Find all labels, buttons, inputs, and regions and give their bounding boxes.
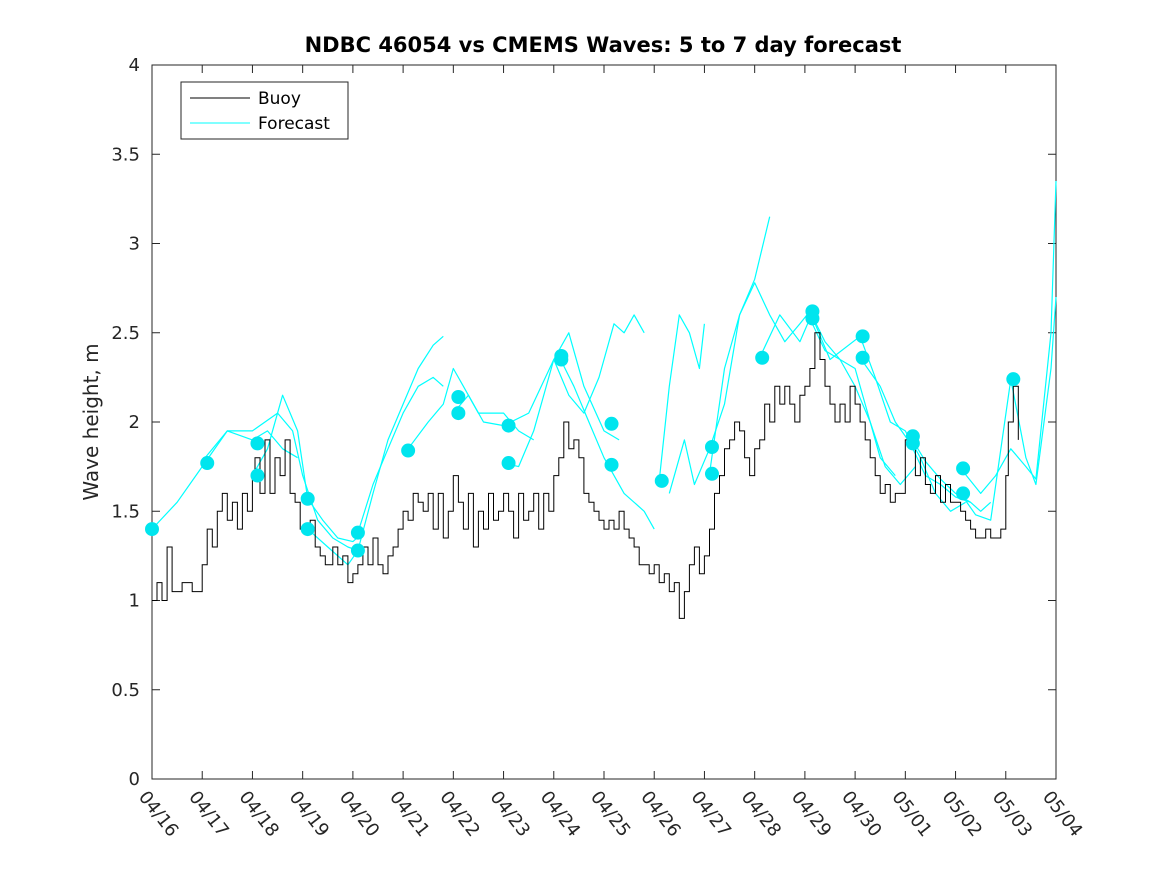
x-tick-label: 04/21 <box>385 787 433 841</box>
legend: Buoy Forecast <box>180 81 349 140</box>
forecast-marker <box>145 522 159 537</box>
y-tick-label: 3.5 <box>111 144 140 165</box>
x-tick-label: 04/16 <box>134 787 182 841</box>
forecast-line <box>452 332 620 441</box>
forecast-marker <box>704 439 719 454</box>
forecast-line <box>708 282 896 476</box>
x-tick-label: 04/22 <box>435 787 483 841</box>
forecast-marker <box>250 436 265 451</box>
forecast-marker <box>501 418 516 433</box>
x-tick-label: 05/03 <box>988 787 1036 841</box>
chart-title: NDBC 46054 vs CMEMS Waves: 5 to 7 day fo… <box>305 33 902 57</box>
forecast-marker <box>905 436 920 451</box>
x-tick-label: 05/01 <box>887 787 935 841</box>
forecast-line <box>201 412 359 552</box>
x-tick-label: 04/18 <box>235 787 283 841</box>
forecast-line <box>859 357 971 503</box>
forecast-marker <box>604 416 619 431</box>
forecast-marker <box>554 352 569 367</box>
forecast-markers <box>145 304 1021 558</box>
forecast-line <box>151 430 298 530</box>
forecast-series <box>151 180 1057 566</box>
y-tick-label: 0 <box>129 769 140 790</box>
x-tick-label: 04/25 <box>586 787 634 841</box>
x-tick-label: 04/27 <box>687 787 735 841</box>
forecast-line <box>668 216 771 494</box>
x-tick-label: 04/24 <box>536 787 584 841</box>
forecast-marker <box>704 466 719 481</box>
x-tick-label: 05/04 <box>1038 787 1086 841</box>
x-tick-label: 04/20 <box>335 787 383 841</box>
x-tick-label: 04/29 <box>787 787 835 841</box>
forecast-marker <box>451 406 466 421</box>
forecast-marker <box>855 329 870 344</box>
x-tick-label: 04/28 <box>737 787 785 841</box>
forecast-line <box>503 314 645 468</box>
y-tick-label: 1.5 <box>111 501 140 522</box>
forecast-line <box>759 314 916 486</box>
forecast-line <box>357 376 444 533</box>
x-tick-label: 04/17 <box>184 787 232 841</box>
forecast-marker <box>956 461 971 476</box>
y-axis: 0 0.5 1 1.5 2 2.5 3 3.5 4 <box>111 55 1056 790</box>
x-tick-label: 04/30 <box>837 787 885 841</box>
forecast-marker <box>300 522 315 537</box>
forecast-marker <box>755 350 770 365</box>
x-tick-label: 04/26 <box>636 787 684 841</box>
x-tick-label: 05/02 <box>938 787 986 841</box>
forecast-marker <box>451 390 466 405</box>
forecast-marker <box>1006 372 1021 387</box>
forecast-line <box>960 180 1057 494</box>
forecast-marker <box>604 457 619 472</box>
y-tick-label: 2.5 <box>111 323 140 344</box>
forecast-marker <box>956 486 971 501</box>
forecast-line <box>658 314 705 481</box>
x-tick-label: 04/19 <box>285 787 333 841</box>
forecast-marker <box>501 456 516 471</box>
forecast-marker <box>350 543 365 558</box>
x-tick-label: 04/23 <box>486 787 534 841</box>
y-tick-label: 3 <box>129 234 140 255</box>
forecast-marker <box>300 491 315 506</box>
forecast-marker <box>855 350 870 365</box>
forecast-marker <box>654 473 669 488</box>
plot-area <box>151 64 1057 780</box>
y-tick-label: 1 <box>129 591 140 612</box>
forecast-line <box>558 355 655 530</box>
y-axis-label: Wave height, m <box>79 343 103 500</box>
y-tick-label: 4 <box>129 55 140 76</box>
forecast-marker <box>805 311 820 326</box>
y-tick-label: 0.5 <box>111 680 140 701</box>
forecast-marker <box>401 443 416 458</box>
forecast-marker <box>200 456 215 471</box>
forecast-marker <box>250 468 265 483</box>
legend-forecast-label: Forecast <box>258 114 330 134</box>
legend-box <box>180 81 349 140</box>
y-tick-label: 2 <box>129 412 140 433</box>
forecast-marker <box>350 525 365 540</box>
legend-buoy-label: Buoy <box>258 89 301 109</box>
